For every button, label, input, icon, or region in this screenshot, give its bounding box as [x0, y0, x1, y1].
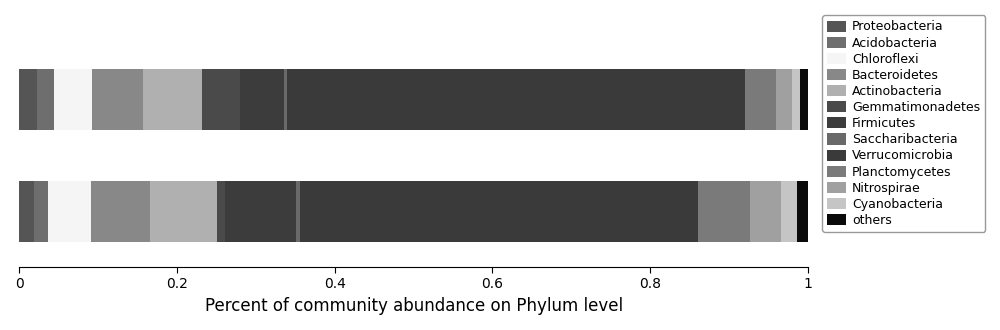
Bar — [37, 69, 54, 130]
Bar — [776, 69, 792, 130]
Legend: Proteobacteria, Acidobacteria, Chloroflexi, Bacteroidetes, Actinobacteria, Gemma: Proteobacteria, Acidobacteria, Chlorofle… — [822, 16, 985, 232]
Bar — [300, 181, 698, 242]
Bar — [202, 69, 240, 130]
Bar — [19, 181, 34, 242]
Bar — [34, 181, 48, 242]
Bar — [92, 69, 143, 130]
Bar — [698, 181, 750, 242]
Bar — [150, 181, 217, 242]
Bar — [225, 181, 296, 242]
Bar — [745, 69, 776, 130]
Bar — [143, 69, 202, 130]
Bar — [91, 181, 150, 242]
Bar — [792, 69, 800, 130]
Bar — [240, 69, 284, 130]
Bar — [54, 69, 92, 130]
Bar — [287, 69, 745, 130]
Bar — [217, 181, 225, 242]
Bar — [284, 69, 287, 130]
Bar — [48, 181, 91, 242]
Bar — [296, 181, 300, 242]
X-axis label: Percent of community abundance on Phylum level: Percent of community abundance on Phylum… — [205, 297, 623, 315]
Bar — [800, 69, 808, 130]
Bar — [797, 181, 808, 242]
Bar — [19, 69, 37, 130]
Bar — [750, 181, 781, 242]
Bar — [781, 181, 797, 242]
